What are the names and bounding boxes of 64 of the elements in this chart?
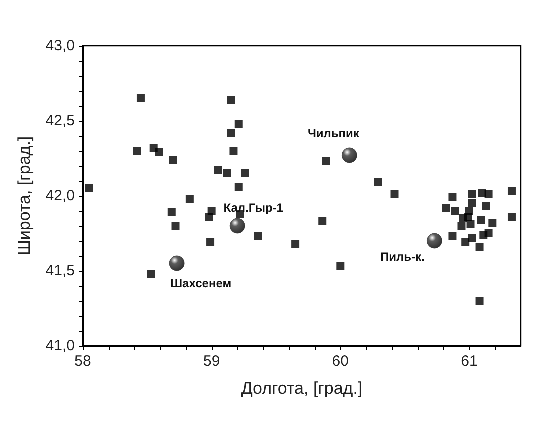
point xyxy=(448,194,457,202)
x-tick-label: 60 xyxy=(332,353,349,370)
point xyxy=(476,297,484,305)
point xyxy=(451,207,460,215)
point xyxy=(322,158,330,166)
point xyxy=(318,218,327,226)
point xyxy=(227,96,236,104)
y-tick-label: 42,0 xyxy=(46,188,75,204)
point xyxy=(241,170,250,178)
point xyxy=(468,234,476,242)
point xyxy=(484,190,493,198)
point xyxy=(458,222,466,230)
y-axis-title: Широта, [град.] xyxy=(15,136,34,256)
point xyxy=(254,232,262,240)
point xyxy=(448,232,457,240)
point xyxy=(336,262,345,270)
point xyxy=(155,148,164,156)
y-tick-label: 41,0 xyxy=(46,338,75,354)
point xyxy=(172,222,180,230)
point xyxy=(227,129,236,137)
point xyxy=(292,240,300,248)
point xyxy=(468,190,476,198)
point xyxy=(230,218,246,234)
point xyxy=(169,156,178,164)
point xyxy=(508,188,516,196)
point xyxy=(85,184,94,192)
point xyxy=(468,200,476,208)
point xyxy=(230,147,238,155)
point xyxy=(206,238,215,246)
y-tick-label: 41,5 xyxy=(46,262,75,280)
point xyxy=(390,190,399,198)
point xyxy=(508,213,516,221)
point xyxy=(477,216,486,224)
point xyxy=(342,148,358,164)
point xyxy=(374,178,382,186)
point xyxy=(186,195,194,203)
point xyxy=(234,183,243,191)
point xyxy=(223,170,232,178)
x-tick-label: 59 xyxy=(203,353,220,370)
point xyxy=(462,238,470,246)
point xyxy=(205,213,214,221)
point xyxy=(484,230,493,238)
x-tick-label: 61 xyxy=(461,353,478,370)
point xyxy=(488,219,497,227)
x-axis-title: Долгота, [град.] xyxy=(241,379,363,398)
point xyxy=(234,120,243,128)
point xyxy=(426,233,442,249)
point xyxy=(482,202,490,210)
point xyxy=(476,243,484,251)
annotation: Шахсенем xyxy=(170,276,232,290)
point xyxy=(169,256,185,272)
point xyxy=(442,204,450,212)
point xyxy=(147,270,156,278)
point xyxy=(168,208,176,216)
point xyxy=(214,166,222,174)
x-tick-label: 58 xyxy=(74,353,92,370)
point xyxy=(466,220,475,228)
point xyxy=(133,147,142,155)
annotation: Пиль-к. xyxy=(380,250,425,264)
point xyxy=(136,94,145,102)
y-tick-label: 43,0 xyxy=(46,38,75,54)
y-tick-label: 42,5 xyxy=(46,112,75,130)
annotation: Чильпик xyxy=(308,126,360,140)
point xyxy=(459,214,468,222)
